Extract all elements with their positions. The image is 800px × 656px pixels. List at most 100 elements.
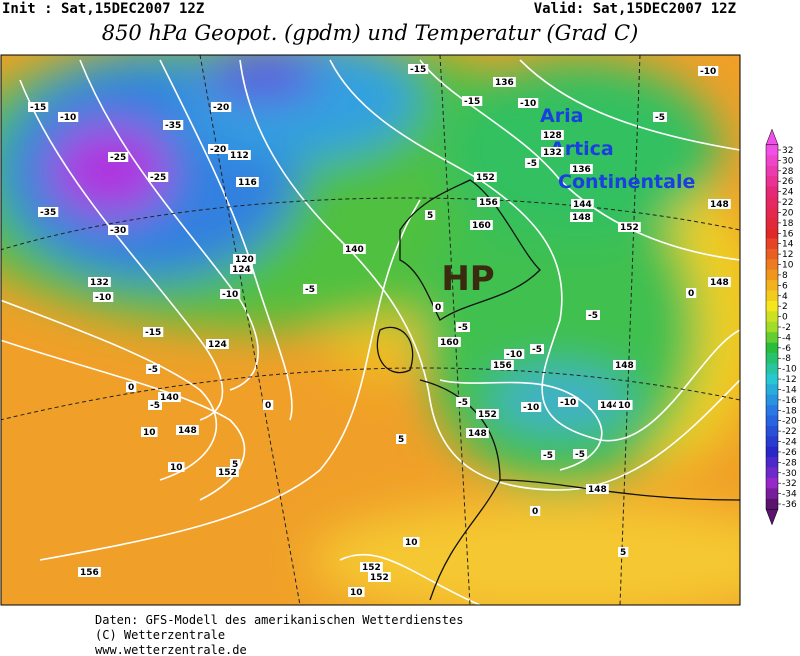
contour-label-bg [211, 102, 232, 112]
contour-label-bg [686, 288, 697, 298]
contour-label-bg [438, 337, 461, 347]
contour-label: -5 [150, 401, 160, 411]
contour-label: -10 [700, 67, 716, 77]
valid-time: Valid: Sat,15DEC2007 12Z [534, 1, 736, 17]
contour-label-bg [108, 225, 129, 235]
annotation-line: Artica [550, 138, 614, 160]
contour-labels: -15 -10 -35 -25 -25 -35 -30 132 -10 -15 -5 0 -5 10 148… [28, 64, 731, 598]
colorbar-tick-label: 12 [782, 250, 793, 260]
contour-label: -5 [588, 311, 598, 321]
contour-label: 148 [178, 426, 197, 436]
contour-label-bg [558, 397, 579, 407]
colorbar-swatch [766, 186, 778, 198]
isohypses [1, 59, 740, 605]
contour-label-bg [541, 130, 564, 140]
contour-label-bg [618, 547, 629, 557]
contour-label-bg [368, 572, 391, 582]
contour-label: 152 [620, 223, 639, 233]
contour-label-bg [518, 98, 539, 108]
colorbar-tick-label: 4 [782, 292, 788, 302]
colorbar-tick-label: 2 [782, 302, 788, 312]
colorbar: 32302826242220181614121086420-2-4-6-8-10… [765, 128, 797, 526]
colorbar-swatch [766, 425, 778, 437]
contour-label: -10 [560, 398, 576, 408]
contour-label: -10 [520, 99, 536, 109]
contour-label-bg [163, 120, 184, 130]
contour-label-bg [158, 392, 181, 402]
contour-label-bg [148, 400, 162, 410]
contour-label: -5 [305, 285, 315, 295]
contour-label-bg [348, 587, 365, 597]
contour-label: 152 [476, 173, 495, 183]
colorbar-swatch [766, 144, 778, 156]
contour-label-bg [396, 434, 407, 444]
contour-label-bg [541, 147, 564, 157]
contour-label-bg [108, 152, 129, 162]
init-time: Init : Sat,15DEC2007 12Z [2, 1, 204, 17]
colorbar-tick-label: -18 [782, 406, 797, 416]
contour-label: -10 [506, 350, 522, 360]
contour-label: 148 [468, 429, 487, 439]
contour-label: 128 [543, 131, 562, 141]
contour-label-bg [230, 459, 241, 469]
contour-label-bg [491, 360, 514, 370]
contour-label: 160 [440, 338, 459, 348]
contour-label-bg [263, 400, 274, 410]
contour-label-bg [573, 449, 587, 459]
colorbar-tick-label: 22 [782, 198, 793, 208]
colorbar-swatch [766, 311, 778, 323]
colorbar-swatch [766, 384, 778, 395]
contour-label: 148 [572, 213, 591, 223]
contour-label: -10 [523, 403, 539, 413]
colorbar-swatch [766, 436, 778, 448]
colorbar-tick-label: -10 [782, 365, 797, 375]
contour-label: 152 [478, 410, 497, 420]
contour-label: 112 [230, 151, 249, 161]
contour-label-bg [525, 158, 539, 168]
colorbar-tick-label: -22 [782, 427, 797, 437]
contour-label-bg [88, 277, 111, 287]
colorbar-swatch [766, 332, 778, 343]
colorbar-swatch [766, 394, 778, 406]
contour-label: -10 [60, 113, 76, 123]
contour-label-bg [466, 428, 489, 438]
colorbar-tick-label: 32 [782, 146, 793, 156]
colorbar-swatch [766, 207, 778, 218]
contour-label-bg [93, 292, 114, 302]
contour-label-bg [230, 264, 253, 274]
contour-label: -25 [150, 173, 166, 183]
footer-line: Daten: GFS-Modell des amerikanischen Wet… [95, 613, 463, 627]
contour-label: 116 [238, 178, 257, 188]
contour-label: 156 [493, 361, 512, 371]
contour-label: 124 [232, 265, 251, 275]
contour-label-bg [530, 506, 541, 516]
contour-label-bg [698, 66, 719, 76]
colorbar-swatch [766, 373, 778, 385]
footer-line: (C) Wetterzentrale [95, 628, 225, 642]
map-frame [0, 54, 741, 606]
colorbar-tick-label: 20 [782, 208, 794, 218]
colorbar-tick-label: -6 [782, 344, 791, 354]
contour-label-bg [208, 144, 229, 154]
colorbar-tick-label: -36 [782, 500, 797, 510]
contour-label-bg [504, 349, 525, 359]
contour-label-bg [141, 427, 158, 437]
contour-label-bg [570, 164, 593, 174]
colorbar-tick-label: -30 [782, 469, 797, 479]
contour-label-bg [586, 484, 609, 494]
colorbar-swatch [766, 165, 778, 177]
contour-label-bg [708, 199, 731, 209]
colorbar-swatch [766, 280, 778, 291]
contour-label: -5 [527, 159, 537, 169]
contour-label-bg [58, 112, 79, 122]
contour-label-bg [586, 310, 600, 320]
colorbar-swatch [766, 217, 778, 229]
contour-label-bg [530, 344, 544, 354]
colorbar-tick-label: -34 [782, 490, 797, 500]
contour-label-bg [433, 302, 444, 312]
colorbar-tick-label: 0 [782, 313, 788, 323]
contour-label: 10 [405, 538, 418, 548]
contour-label-bg [598, 400, 621, 410]
map-title: 850 hPa Geopot. (gpdm) und Temperatur (G… [102, 21, 639, 45]
contour-label: 5 [620, 548, 626, 558]
